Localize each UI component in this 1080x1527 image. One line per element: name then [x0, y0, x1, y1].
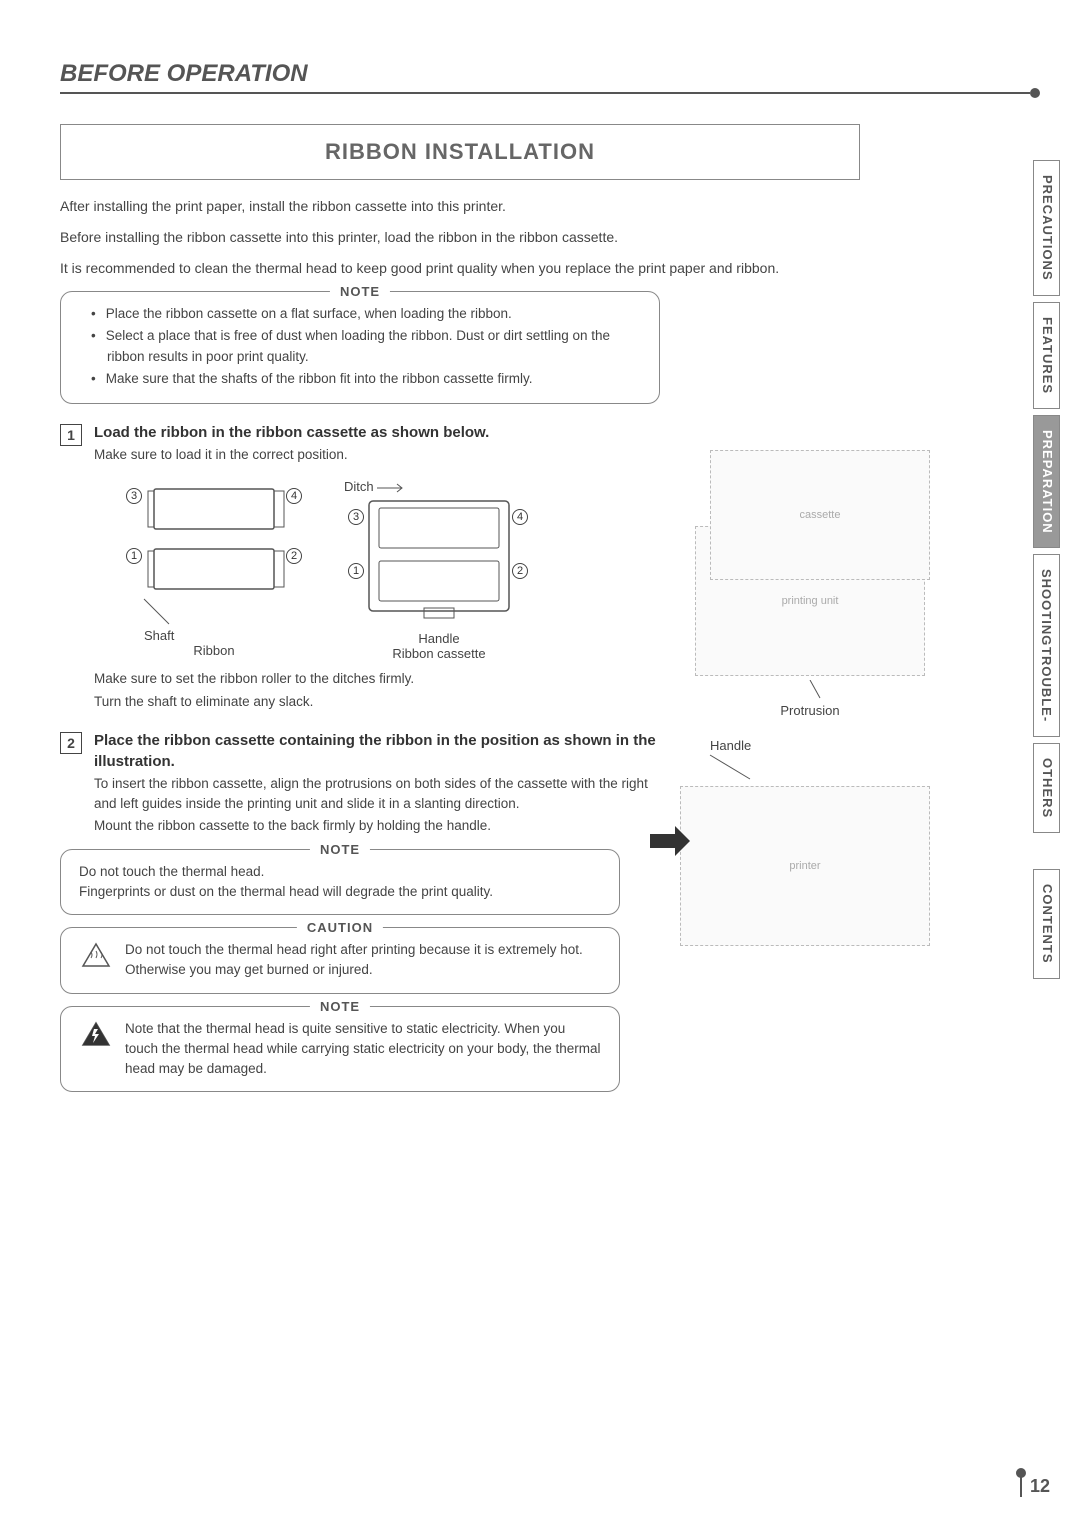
note1-item: Select a place that is free of dust when…	[87, 326, 641, 367]
note-box-3: NOTE Note that the thermal head is quite…	[60, 1006, 620, 1093]
caution-label: CAUTION	[297, 918, 383, 938]
ribbon-diagram	[124, 479, 304, 629]
page-number: 12	[1020, 1476, 1050, 1497]
right-illustrations: cassette Guides printing unit Protrusion…	[680, 124, 940, 1104]
step2-title: Place the ribbon cassette containing the…	[94, 730, 660, 772]
page-title: RIBBON INSTALLATION	[325, 139, 595, 164]
tab-troubleshooting[interactable]: SHOOTING TROUBLE-	[1033, 554, 1060, 737]
note-label: NOTE	[310, 997, 370, 1017]
hot-surface-icon	[79, 940, 113, 970]
step-1: 1 Load the ribbon in the ribbon cassette…	[60, 422, 660, 712]
handle-label: Handle	[344, 631, 534, 646]
step1-post2: Turn the shaft to eliminate any slack.	[94, 692, 660, 712]
step-number: 2	[60, 732, 82, 754]
ditch-label: Ditch	[344, 479, 534, 494]
shaft-label: Shaft	[124, 628, 304, 643]
note1-item: Place the ribbon cassette on a flat surf…	[87, 304, 641, 324]
step1-post1: Make sure to set the ribbon roller to th…	[94, 669, 660, 689]
side-tabs: PRECAUTIONS FEATURES PREPARATION SHOOTIN…	[1033, 160, 1060, 979]
step1-diagrams: 3 4 1 2 Shaft Ribbon Ditch	[124, 479, 660, 661]
note-box-1: NOTE Place the ribbon cassette on a flat…	[60, 291, 660, 404]
step2-text1: To insert the ribbon cassette, align the…	[94, 774, 660, 815]
protrusion-label: Protrusion	[680, 703, 940, 718]
note3-text: Note that the thermal head is quite sens…	[125, 1019, 601, 1080]
step2-text2: Mount the ribbon cassette to the back fi…	[94, 816, 660, 836]
note2-line2: Fingerprints or dust on the thermal head…	[79, 882, 601, 902]
section-title: BEFORE OPERATION	[60, 60, 308, 87]
note-label: NOTE	[330, 282, 390, 302]
step1-title: Load the ribbon in the ribbon cassette a…	[94, 422, 660, 443]
cassette-3d-illustration: cassette	[710, 450, 930, 580]
tab-others[interactable]: OTHERS	[1033, 743, 1060, 833]
handle-label-2: Handle	[680, 738, 940, 753]
step-2: 2 Place the ribbon cassette containing t…	[60, 730, 660, 837]
step-number: 1	[60, 424, 82, 446]
note1-item: Make sure that the shafts of the ribbon …	[87, 369, 641, 389]
tab-features[interactable]: FEATURES	[1033, 302, 1060, 409]
note-box-2: NOTE Do not touch the thermal head. Fing…	[60, 849, 620, 916]
caution-text: Do not touch the thermal head right afte…	[125, 940, 601, 981]
tab-contents[interactable]: CONTENTS	[1033, 869, 1060, 979]
caution-box: CAUTION Do not touch the thermal head ri…	[60, 927, 620, 994]
note-label: NOTE	[310, 840, 370, 860]
note2-line1: Do not touch the thermal head.	[79, 862, 601, 882]
section-header: BEFORE OPERATION	[60, 60, 1030, 94]
ribbon-label: Ribbon	[124, 643, 304, 658]
static-warning-icon	[79, 1019, 113, 1049]
tab-precautions[interactable]: PRECAUTIONS	[1033, 160, 1060, 296]
insert-arrow-icon	[650, 826, 690, 856]
tab-preparation[interactable]: PREPARATION	[1033, 415, 1060, 549]
printer-illustration: printer	[680, 786, 930, 946]
cassette-diagram	[344, 496, 534, 626]
step1-sub: Make sure to load it in the correct posi…	[94, 445, 660, 465]
cassette-label: Ribbon cassette	[344, 646, 534, 661]
